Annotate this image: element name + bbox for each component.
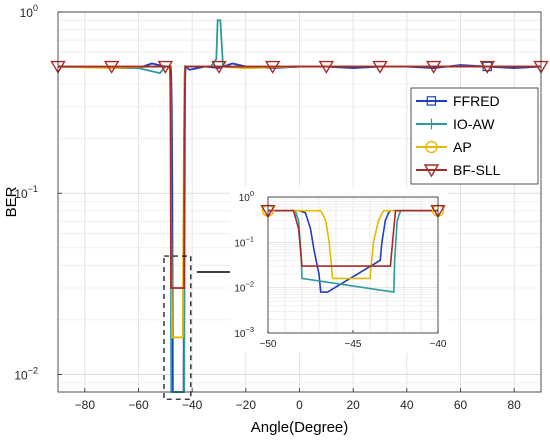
inset-ticks: −50 −45 −40 10−3 10−2 10−1 100 xyxy=(234,189,447,350)
inset-y-tick-label: 100 xyxy=(239,189,254,204)
inset-series-bf-sll xyxy=(268,209,438,267)
inset-y-tick-label: 10−2 xyxy=(234,280,254,295)
series-marker xyxy=(479,60,496,74)
series-marker xyxy=(372,60,388,74)
y-tick-label: 10−1 xyxy=(14,184,38,201)
series-marker xyxy=(211,60,227,74)
series-marker xyxy=(103,60,120,74)
legend: FFRED IO-AW AP BF-SLL xyxy=(410,87,539,185)
series-marker xyxy=(423,164,440,178)
legend-item-ap: AP xyxy=(416,139,472,155)
inset-series-io-aw xyxy=(268,209,438,293)
inset-y-tick-label: 10−1 xyxy=(234,234,254,249)
inset-x-tick-label: −40 xyxy=(430,339,447,350)
x-tick-label: −40 xyxy=(182,398,203,412)
x-tick-label: −80 xyxy=(75,398,96,412)
y-axis-label: BER xyxy=(3,186,20,217)
inset-series-line xyxy=(268,209,438,267)
x-tick-label: 80 xyxy=(507,398,521,412)
series-marker xyxy=(318,60,335,74)
x-tick-label: −20 xyxy=(236,398,257,412)
legend-items: FFRED IO-AW AP BF-SLL xyxy=(416,93,501,178)
series-marker xyxy=(425,60,442,74)
inset-x-tick-label: −50 xyxy=(260,339,277,350)
legend-label: AP xyxy=(453,139,472,155)
y-tick-label: 10−2 xyxy=(14,365,38,382)
legend-label: IO-AW xyxy=(453,116,495,132)
legend-label: BF-SLL xyxy=(453,162,501,178)
inset-y-tick-label: 10−3 xyxy=(234,325,254,340)
main-ticks: −80 −60 −40 −20 0 20 40 60 80 10−2 10−1 100 xyxy=(14,3,521,412)
x-tick-label: −60 xyxy=(128,398,149,412)
inset-series-line xyxy=(268,209,438,280)
legend-label: FFRED xyxy=(453,93,500,109)
x-tick-label: 40 xyxy=(400,398,414,412)
x-axis-label: Angle(Degree) xyxy=(251,419,349,436)
legend-item-ffred: FFRED xyxy=(416,93,500,109)
legend-item-io-aw: IO-AW xyxy=(416,116,495,132)
legend-box xyxy=(410,87,539,185)
series-bf-sll xyxy=(50,60,549,289)
inset-x-tick-label: −45 xyxy=(345,339,362,350)
inset-series-ap xyxy=(268,209,438,280)
x-tick-label: 20 xyxy=(346,398,360,412)
main-series-group xyxy=(50,19,549,393)
series-marker xyxy=(264,60,281,74)
series-marker xyxy=(425,140,438,154)
inset-series-line xyxy=(268,209,438,293)
y-tick-label: 100 xyxy=(20,3,38,20)
zoom-region-box xyxy=(163,255,192,400)
x-tick-label: 60 xyxy=(454,398,468,412)
series-marker xyxy=(157,60,174,74)
series-marker xyxy=(426,96,437,106)
legend-item-bf-sll: BF-SLL xyxy=(416,162,501,178)
x-tick-label: 0 xyxy=(296,398,303,412)
